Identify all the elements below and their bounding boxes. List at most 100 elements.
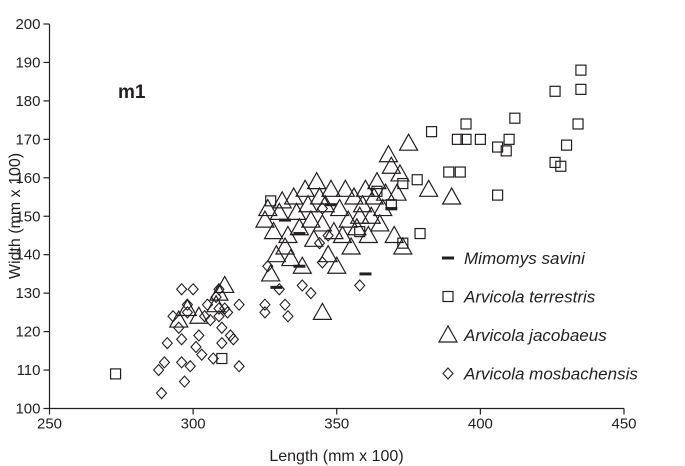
- x-axis-ticks: 250 300 350 400 450: [37, 408, 637, 433]
- diamond-point: [273, 282, 286, 296]
- square-point: [549, 156, 561, 169]
- triangle-point: [346, 217, 367, 236]
- x-tick-label: 450: [611, 416, 636, 433]
- diamond-point: [161, 336, 174, 350]
- y-tick-label: 110: [17, 362, 41, 379]
- triangle-point: [335, 179, 356, 197]
- triangle-point: [280, 248, 301, 267]
- series-diamond: [152, 202, 366, 400]
- square-point: [575, 83, 587, 95]
- data-points: [109, 64, 587, 400]
- y-tick-label: 140: [15, 247, 40, 264]
- triangle-point: [418, 179, 439, 197]
- diamond-point: [322, 229, 334, 242]
- triangle-point: [389, 163, 410, 182]
- triangle-point: [378, 144, 399, 163]
- triangle-point: [188, 305, 209, 324]
- x-tick-label: 300: [181, 416, 206, 433]
- panel-label: m1: [118, 82, 146, 103]
- square-point: [460, 133, 472, 145]
- diamond-point: [227, 332, 240, 346]
- diamond-point: [316, 256, 329, 269]
- triangle-point: [177, 298, 198, 317]
- square-point: [500, 145, 512, 157]
- diamond-point: [181, 298, 194, 312]
- diamond-point: [213, 309, 225, 323]
- diamond-point: [233, 298, 245, 312]
- y-axis-ticks: 100 110 120 130 140 150 160 170 180 190 200: [15, 16, 50, 418]
- legend-triangle-marker: [437, 324, 459, 343]
- triangle-point: [323, 221, 344, 240]
- diamond-point: [216, 321, 228, 335]
- triangle-point: [254, 209, 275, 228]
- diamond-point: [313, 236, 326, 250]
- square-point: [555, 160, 567, 172]
- triangle-point: [369, 213, 390, 232]
- diamond-point: [155, 386, 168, 400]
- triangle-point: [214, 275, 235, 294]
- diamond-point: [184, 359, 196, 373]
- y-tick-label: 190: [15, 54, 40, 71]
- diamond-point: [178, 375, 191, 388]
- triangle-point: [338, 209, 359, 228]
- y-tick-label: 170: [15, 131, 40, 148]
- square-point: [474, 133, 486, 145]
- triangle-point: [384, 225, 405, 244]
- triangle-point: [312, 302, 333, 320]
- diamond-point: [198, 309, 211, 323]
- square-point: [460, 118, 472, 130]
- diamond-point: [216, 336, 228, 350]
- legend-label: Arvicola mosbachensis: [463, 365, 638, 384]
- triangle-point: [318, 244, 339, 263]
- diamond-point: [259, 306, 271, 319]
- square-point: [443, 166, 455, 178]
- square-point: [549, 85, 561, 97]
- triangle-point: [375, 182, 396, 201]
- x-tick-label: 400: [468, 416, 493, 433]
- square-point: [492, 189, 504, 201]
- diamond-point: [305, 286, 317, 300]
- triangle-point: [312, 213, 333, 232]
- square-point: [492, 141, 504, 153]
- legend-label: Arvicola terrestris: [463, 288, 596, 307]
- diamond-point: [173, 321, 185, 335]
- square-point: [503, 133, 515, 145]
- square-point: [425, 126, 438, 138]
- triangle-point: [329, 198, 350, 217]
- square-point: [572, 118, 584, 130]
- legend-item: Mimomys savini: [442, 249, 586, 268]
- diamond-point: [175, 332, 188, 346]
- diamond-point: [233, 359, 245, 373]
- triangle-point: [366, 171, 387, 190]
- triangle-point: [263, 221, 284, 240]
- x-axis-title: Length (mm x 100): [269, 448, 403, 465]
- triangle-point: [306, 171, 327, 190]
- triangle-point: [260, 263, 281, 282]
- triangle-point: [326, 256, 347, 274]
- diamond-point: [282, 309, 294, 323]
- square-point: [411, 174, 423, 186]
- x-tick-label: 250: [37, 416, 62, 433]
- square-point: [509, 112, 521, 124]
- y-tick-label: 150: [15, 208, 40, 225]
- triangle-point: [392, 236, 413, 255]
- square-point: [560, 139, 573, 151]
- square-point: [216, 352, 228, 365]
- legend: Mimomys savini Arvicola terrestris Arvicol…: [437, 249, 638, 384]
- triangle-point: [206, 294, 227, 313]
- square-point: [414, 227, 426, 240]
- diamond-point: [204, 313, 217, 327]
- diamond-point: [213, 282, 225, 296]
- diamond-point: [193, 329, 205, 342]
- square-point: [454, 166, 466, 178]
- y-tick-label: 180: [15, 93, 40, 110]
- diamond-point: [224, 329, 237, 342]
- triangle-point: [398, 132, 419, 151]
- y-tick-label: 100: [15, 401, 40, 418]
- y-axis-title: Width (mm x 100): [7, 153, 24, 279]
- diamond-point: [353, 279, 366, 292]
- legend-square-marker: [442, 290, 454, 303]
- legend-diamond-marker: [442, 367, 454, 380]
- square-point: [451, 133, 463, 145]
- square-point: [109, 368, 122, 380]
